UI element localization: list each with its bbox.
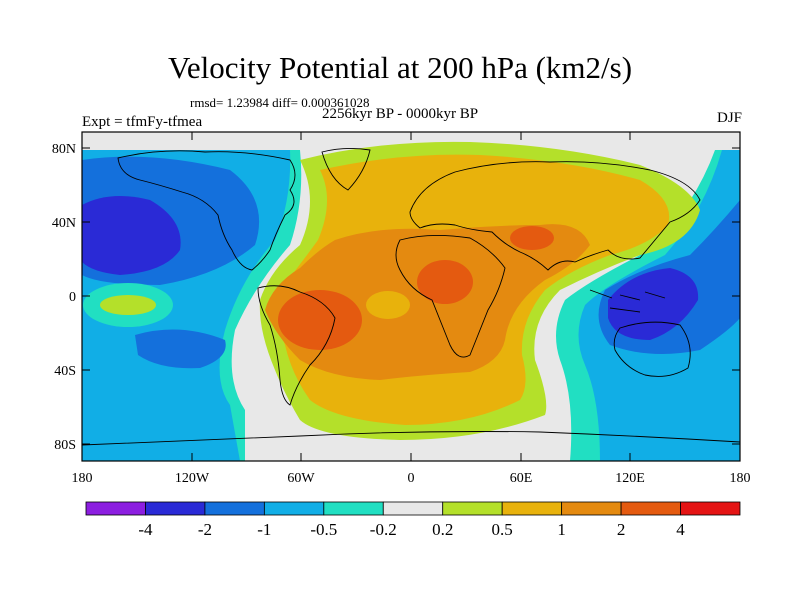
coast-africa [395, 234, 506, 358]
field-neg-1-south-pacific [135, 329, 226, 369]
lon-label-180w: 180 [72, 471, 93, 486]
lat-label-80n: 80N [52, 142, 76, 157]
colorbar-label: 1 [557, 520, 566, 539]
coast-australia [613, 321, 691, 377]
field-neg-2-east [608, 268, 699, 340]
field-pos-2-africa [417, 260, 473, 304]
lon-axis [191, 132, 631, 461]
field-pos-0.5-atlantic [366, 291, 410, 319]
experiment-label: Expt = tfmFy-tfmea [82, 114, 203, 130]
lat-label-40n: 40N [52, 216, 76, 231]
coast-greenland [321, 147, 371, 191]
colorbar-swatch-0 [85, 501, 146, 516]
colorbar-swatch-4 [323, 501, 384, 516]
coast-south-america [257, 285, 336, 406]
coastlines [82, 147, 740, 446]
field-neg-2-west [82, 196, 181, 275]
colorbar: -4 -2 -1 -0.5 -0.2 0.2 0.5 1 2 4 [85, 501, 741, 539]
season-label: DJF [716, 110, 742, 126]
colorbar-swatch-10 [680, 501, 741, 516]
coast-indonesia [589, 289, 666, 313]
lon-label-0: 0 [408, 471, 415, 486]
colorbar-label: -2 [198, 520, 212, 539]
colorbar-swatch-9 [620, 501, 681, 516]
contour-field [82, 132, 740, 461]
colorbar-label: 0.2 [432, 520, 453, 539]
lon-label-60w: 60W [287, 471, 315, 486]
colorbar-swatch-7 [501, 501, 563, 516]
colorbar-label: -1 [257, 520, 271, 539]
field-pos-0.2-pacific-eq [100, 295, 156, 315]
coast-north-america [117, 150, 296, 271]
lon-label-180e: 180 [730, 471, 751, 486]
colorbar-swatch-2 [204, 501, 265, 516]
lat-axis [82, 147, 740, 445]
colorbar-label: 4 [676, 520, 685, 539]
lon-label-120e: 120E [615, 471, 645, 486]
coast-antarctica [82, 431, 740, 446]
colorbar-swatch-3 [263, 501, 325, 516]
plot-title: Velocity Potential at 200 hPa (km2/s) [167, 50, 633, 85]
coast-eurasia [409, 161, 701, 271]
colorbar-swatch-8 [561, 501, 622, 516]
colorbar-label: 0.5 [492, 520, 513, 539]
colorbar-swatch-5 [382, 501, 444, 516]
lon-label-120w: 120W [175, 471, 210, 486]
colorbar-label: -4 [138, 520, 153, 539]
colorbar-swatch-6 [442, 501, 503, 516]
field-pos-2-south-america [278, 290, 362, 350]
lat-label-80s: 80S [54, 438, 76, 453]
colorbar-label: -0.5 [310, 520, 337, 539]
colorbar-label: -0.2 [370, 520, 397, 539]
period-subtitle: 2256kyr BP - 0000kyr BP [322, 106, 479, 122]
colorbar-swatch-1 [145, 501, 206, 516]
lat-label-0: 0 [69, 290, 76, 305]
field-pos-2-asia [510, 226, 554, 250]
colorbar-label: 2 [617, 520, 626, 539]
lon-label-60e: 60E [510, 471, 533, 486]
rmsd-diff-stats: rmsd= 1.23984 diff= 0.000361028 [190, 95, 370, 110]
lat-label-40s: 40S [54, 364, 76, 379]
